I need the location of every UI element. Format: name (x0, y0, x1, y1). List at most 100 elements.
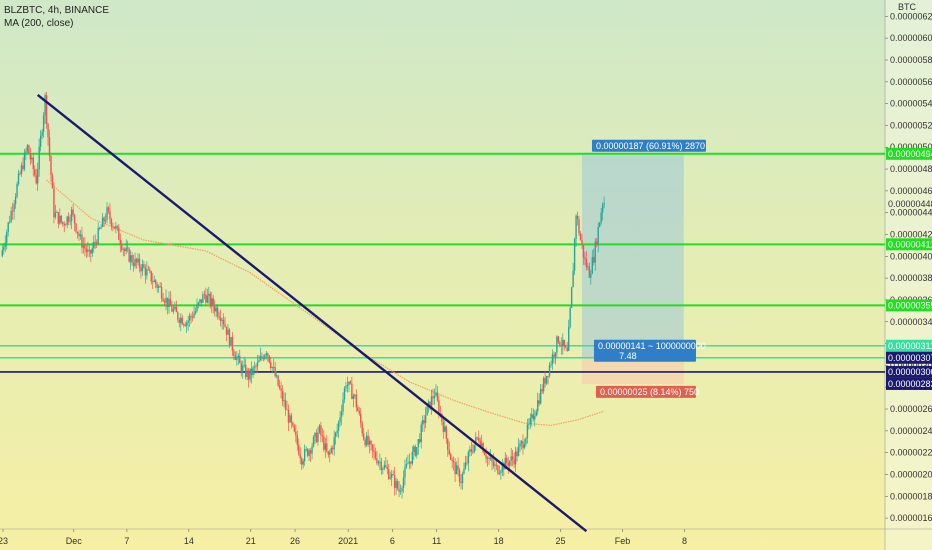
candle-body (129, 255, 132, 262)
candle-body (147, 269, 150, 271)
candle-body (311, 446, 313, 454)
candle-body (230, 337, 232, 346)
candle-body (559, 342, 561, 346)
candle-body (121, 244, 123, 250)
candle-body (262, 357, 265, 360)
candle-body (278, 385, 281, 389)
candle-body (551, 354, 554, 365)
candle-body (85, 248, 88, 252)
time-tick-label: 25 (556, 536, 566, 546)
candle-body (377, 461, 380, 464)
candle-body (205, 294, 207, 303)
entry-label: 0.00000141 ~ 1000000000 (598, 341, 706, 351)
candle-body (38, 146, 40, 170)
candle-body (199, 299, 201, 303)
candle-body (249, 368, 251, 380)
candle-body (501, 463, 504, 472)
candle-body (155, 280, 157, 285)
candle-body (337, 421, 340, 431)
candle-body (51, 174, 54, 189)
candle-body (255, 366, 257, 368)
candle-body (41, 131, 43, 136)
candle-body (491, 457, 493, 462)
candle-body (132, 262, 135, 267)
candle-body (563, 339, 565, 347)
candle-body (215, 307, 217, 312)
candle-body (14, 196, 17, 205)
candle-body (35, 175, 37, 184)
candle-body (252, 367, 254, 376)
candle-body (509, 461, 511, 466)
candle-body (243, 364, 245, 366)
candle-body (538, 400, 540, 404)
candle-body (600, 212, 602, 223)
candle-body (553, 354, 555, 357)
candle-body (37, 169, 39, 184)
candle-body (19, 173, 21, 175)
candle-body (391, 474, 393, 478)
candle-body (79, 234, 82, 237)
candle-body (107, 207, 110, 212)
candle-body (385, 465, 387, 468)
candle-body (221, 319, 223, 321)
candle-body (570, 287, 573, 308)
candle-body (116, 225, 119, 228)
candle-body (6, 232, 8, 243)
candle-body (208, 293, 210, 296)
candle-body (525, 438, 527, 445)
candle-body (348, 381, 350, 385)
candle-body (78, 233, 80, 237)
candle-body (166, 297, 169, 308)
candle-body (153, 280, 155, 282)
candle-body (277, 375, 279, 386)
candle-body (162, 298, 164, 301)
candle-body (593, 257, 595, 263)
candle-body (550, 364, 552, 366)
candle-body (90, 249, 92, 254)
candle-body (191, 316, 194, 318)
candle-body (209, 293, 211, 306)
candle-body (557, 336, 560, 343)
candle-body (314, 432, 316, 437)
candle-body (159, 286, 161, 288)
candle-body (57, 211, 60, 224)
candle-body (382, 468, 384, 470)
candle-body (178, 319, 180, 324)
candle-body (556, 336, 558, 353)
candle-body (296, 435, 298, 445)
time-tick-label: 7 (124, 536, 129, 546)
candle-body (506, 457, 508, 463)
candle-body (442, 421, 445, 432)
candle-body (388, 469, 390, 479)
candle-body (529, 417, 532, 424)
candle-body (287, 409, 290, 423)
candle-body (517, 446, 520, 456)
candle-body (206, 295, 209, 303)
candle-body (259, 356, 262, 361)
candle-body (408, 461, 411, 464)
candle-body (214, 306, 216, 312)
candle-body (414, 446, 416, 456)
price-tick-label: 0.00000300 (890, 360, 932, 370)
candle-body (358, 410, 360, 414)
target-label: 0.00000187 (60.91%) 2870 (596, 141, 705, 151)
legend-symbol: BLZBTC, 4h, BINANCE (4, 5, 110, 16)
candle-body (242, 365, 244, 373)
candle-body (280, 388, 282, 391)
candle-body (417, 439, 419, 448)
candle-body (355, 394, 357, 408)
candle-body (157, 286, 160, 288)
level-tag-label: 0.00000494 (888, 149, 932, 159)
candle-body (323, 436, 325, 450)
candle-body (180, 317, 182, 324)
candle-body (82, 245, 85, 248)
candle-body (581, 240, 583, 246)
candle-body (42, 115, 45, 132)
candle-body (494, 464, 496, 466)
candle-body (26, 145, 29, 152)
candle-body (576, 215, 579, 220)
